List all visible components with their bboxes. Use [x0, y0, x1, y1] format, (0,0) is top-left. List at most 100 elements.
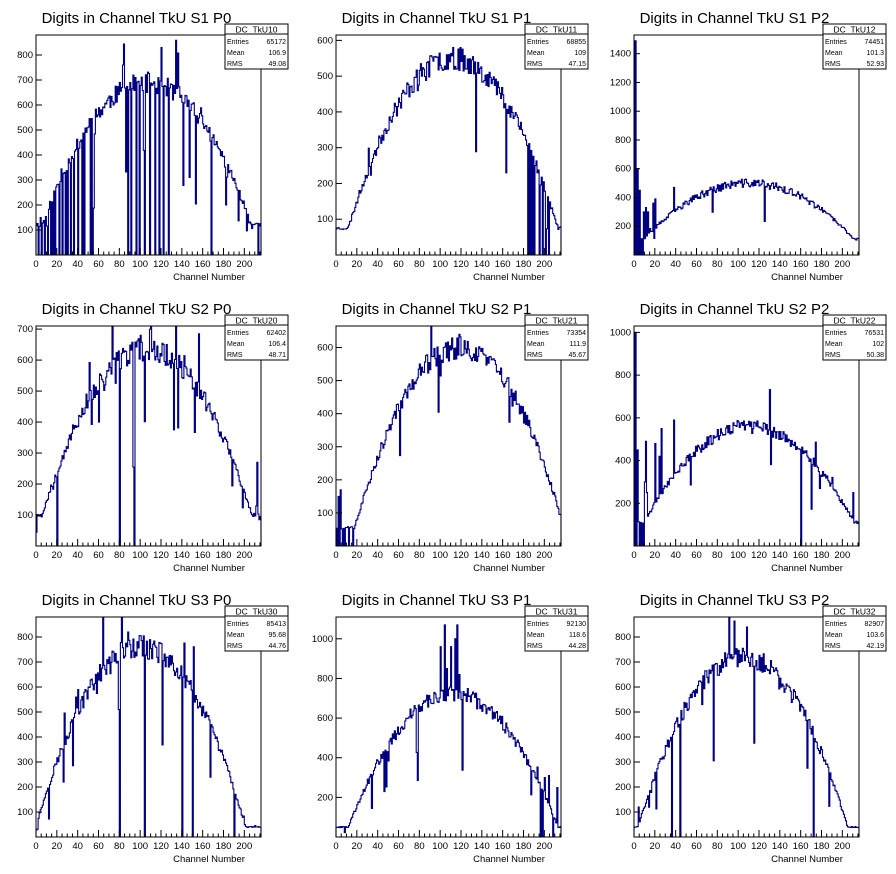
y-tick-label: 800: [17, 632, 33, 643]
x-tick-label: 180: [216, 841, 232, 852]
stats-label-entries: Entries: [825, 621, 847, 628]
y-tick-label: 800: [17, 50, 33, 61]
x-tick-label: 100: [132, 841, 148, 852]
y-tick-label: 700: [17, 657, 33, 668]
x-tick-label: 20: [352, 841, 363, 852]
y-tick-label: 1000: [610, 106, 631, 117]
stats-value-mean: 106.4: [268, 341, 286, 348]
y-tick-label: 800: [317, 673, 333, 684]
x-tick-label: 60: [93, 550, 104, 561]
chart-title: Digits in Channel TkU S3 P1: [342, 592, 532, 609]
x-tick-label: 0: [333, 841, 338, 852]
stats-value-entries: 74451: [865, 39, 885, 46]
x-tick-label: 140: [474, 259, 490, 270]
y-tick-label: 100: [317, 214, 333, 225]
y-tick-label: 100: [615, 807, 631, 818]
x-tick-label: 40: [670, 259, 681, 270]
x-tick-label: 160: [793, 841, 809, 852]
stats-label-entries: Entries: [227, 330, 249, 337]
stats-box: [822, 605, 887, 652]
x-axis-label: Channel Number: [771, 272, 843, 283]
x-tick-label: 140: [474, 550, 490, 561]
plot-frame: [633, 325, 860, 547]
x-tick-label: 40: [670, 550, 681, 561]
x-tick-label: 180: [814, 841, 830, 852]
stats-label-rms: RMS: [527, 643, 543, 650]
x-tick-label: 40: [72, 259, 83, 270]
chart-title: Digits in Channel TkU S3 P0: [42, 592, 232, 609]
stats-box: [224, 23, 289, 70]
y-tick-label: 1000: [312, 634, 333, 645]
y-tick-label: 500: [17, 707, 33, 718]
stats-value-rms: 42.19: [866, 643, 884, 650]
y-tick-label: 600: [615, 682, 631, 693]
y-tick-label: 800: [615, 370, 631, 381]
y-tick-label: 700: [615, 657, 631, 668]
y-tick-label: 300: [317, 143, 333, 154]
stats-value-mean: 106.9: [268, 50, 286, 57]
stats-label-rms: RMS: [825, 61, 841, 68]
x-tick-label: 140: [174, 550, 190, 561]
x-tick-label: 200: [834, 550, 850, 561]
x-axis-label: Channel Number: [173, 272, 245, 283]
stats-value-entries: 62402: [267, 330, 287, 337]
y-tick-label: 500: [317, 71, 333, 82]
x-tick-label: 180: [216, 259, 232, 270]
x-tick-label: 100: [432, 550, 448, 561]
stats-value-rms: 45.67: [568, 352, 586, 359]
y-tick-label: 800: [615, 135, 631, 146]
stats-label-mean: Mean: [227, 341, 245, 348]
y-tick-label: 200: [317, 178, 333, 189]
stats-label-entries: Entries: [825, 330, 847, 337]
stats-label-rms: RMS: [227, 352, 243, 359]
chart-title: Digits in Channel TkU S2 P0: [42, 301, 232, 318]
histogram-panel: Digits in Channel TkU S2 P0 0 20 40 60 80 100 1…: [17, 301, 289, 574]
x-tick-label: 0: [631, 259, 636, 270]
x-tick-label: 120: [153, 259, 169, 270]
x-tick-label: 80: [414, 841, 425, 852]
x-tick-label: 180: [516, 550, 532, 561]
x-tick-label: 40: [72, 841, 83, 852]
stats-name: DC_TkU20: [235, 316, 277, 326]
stats-box: [822, 314, 887, 361]
plot-frame: [633, 34, 860, 256]
stats-value-mean: 118.6: [569, 632, 586, 639]
x-tick-label: 200: [834, 841, 850, 852]
x-tick-label: 120: [453, 841, 469, 852]
stats-value-rms: 48.71: [268, 352, 286, 359]
x-tick-label: 160: [495, 259, 511, 270]
stats-value-rms: 47.15: [568, 61, 586, 68]
y-tick-label: 400: [615, 732, 631, 743]
stats-value-rms: 44.28: [568, 643, 586, 650]
histogram-series: [35, 325, 262, 547]
plot-frame: [35, 34, 262, 256]
stats-value-rms: 52.93: [866, 61, 884, 68]
stats-value-mean: 111.9: [570, 341, 587, 348]
y-tick-label: 500: [17, 386, 33, 397]
y-tick-label: 600: [317, 343, 333, 354]
x-tick-label: 180: [516, 259, 532, 270]
x-tick-label: 120: [153, 841, 169, 852]
y-tick-label: 200: [615, 498, 631, 509]
stats-label-mean: Mean: [527, 341, 545, 348]
x-tick-label: 80: [414, 259, 425, 270]
x-tick-label: 180: [814, 550, 830, 561]
x-tick-label: 40: [372, 550, 383, 561]
x-tick-label: 160: [495, 841, 511, 852]
stats-label-mean: Mean: [227, 632, 245, 639]
y-tick-label: 600: [615, 164, 631, 175]
plot-frame: [35, 325, 262, 547]
chart-title: Digits in Channel TkU S2 P2: [640, 301, 830, 318]
x-axis-label: Channel Number: [771, 854, 843, 865]
y-tick-label: 500: [17, 125, 33, 136]
x-tick-label: 0: [333, 550, 338, 561]
stats-label-rms: RMS: [227, 643, 243, 650]
x-tick-label: 160: [195, 259, 211, 270]
y-tick-label: 300: [17, 175, 33, 186]
chart-title: Digits in Channel TkU S1 P0: [42, 10, 232, 27]
histogram-panel: Digits in Channel TkU S1 P0 0 20 40 60 80 100 1…: [17, 10, 289, 283]
stats-box: [524, 605, 589, 652]
x-tick-label: 200: [536, 259, 552, 270]
x-tick-label: 20: [52, 259, 63, 270]
